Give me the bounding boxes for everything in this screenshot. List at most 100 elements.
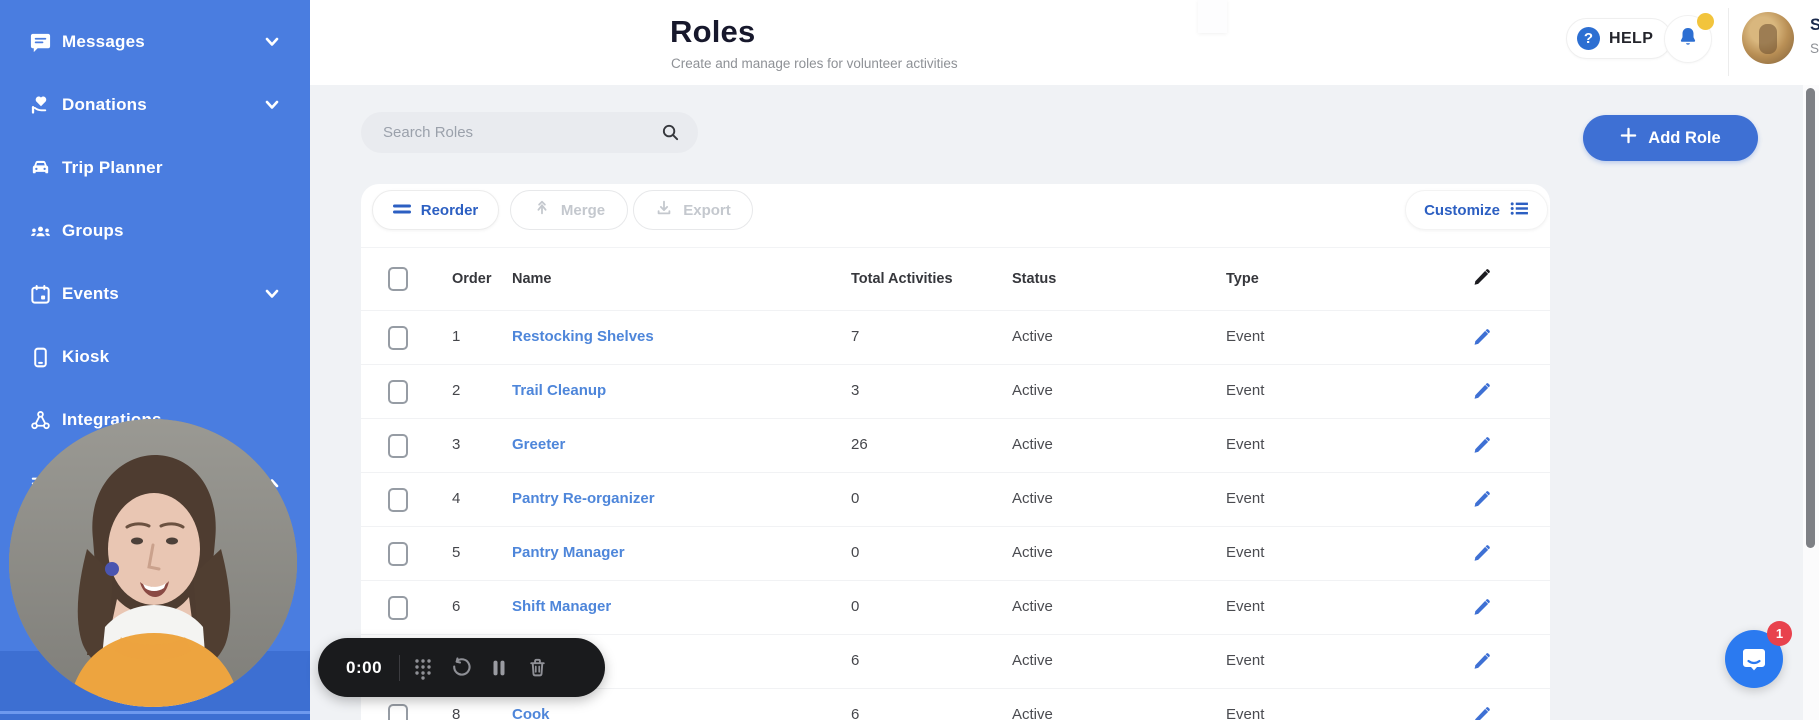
events-icon (29, 283, 52, 306)
chat-bubble-icon (1743, 649, 1765, 671)
role-name-link[interactable]: Greeter (512, 436, 566, 453)
table-header-row: Order Name Total Activities Status Type (361, 248, 1550, 310)
merge-icon (533, 199, 551, 221)
plus-icon (1620, 127, 1637, 149)
edit-row-icon[interactable] (1471, 651, 1493, 673)
sidebar-item-label: Trip Planner (62, 158, 163, 177)
sidebar-footer-divider (0, 711, 310, 714)
cell-total: 0 (851, 598, 860, 615)
cell-total: 0 (851, 490, 860, 507)
trash-icon (529, 658, 545, 677)
question-icon: ? (1577, 27, 1600, 50)
notification-dot (1697, 13, 1714, 30)
edit-row-icon[interactable] (1471, 327, 1493, 349)
row-checkbox[interactable] (388, 434, 408, 458)
cell-status: Active (1012, 706, 1053, 720)
table-row: 3 Greeter 26 Active Event (361, 418, 1550, 472)
reorder-button[interactable]: Reorder (372, 190, 499, 230)
webcam-preview[interactable] (9, 419, 297, 707)
table-row: 6 Shift Manager 0 Active Event (361, 580, 1550, 634)
row-checkbox[interactable] (388, 542, 408, 566)
pause-recording-button[interactable] (480, 648, 518, 688)
edit-row-icon[interactable] (1471, 381, 1493, 403)
effects-grid-button[interactable] (404, 648, 442, 688)
cell-type: Event (1226, 382, 1265, 399)
cell-type: Event (1226, 544, 1265, 561)
table-row: 8 Cook 6 Active Event (361, 688, 1550, 720)
edit-row-icon[interactable] (1471, 543, 1493, 565)
cell-type: Event (1226, 490, 1265, 507)
groups-icon (29, 220, 52, 243)
sidebar-item-label: Groups (62, 221, 124, 240)
role-name-link[interactable]: Pantry Manager (512, 544, 625, 561)
scrollbar-thumb[interactable] (1806, 88, 1815, 548)
merge-button[interactable]: Merge (510, 190, 628, 230)
dots-grid-icon (415, 658, 431, 680)
column-header-type: Type (1226, 271, 1259, 287)
roles-table-card: Reorder Merge Export Customize Order Nam… (361, 184, 1550, 720)
reorder-label: Reorder (420, 201, 479, 219)
cell-total: 0 (851, 544, 860, 561)
bell-icon (1676, 25, 1700, 54)
cell-total: 26 (851, 436, 868, 453)
edit-columns-icon[interactable] (1471, 267, 1493, 289)
role-name-link[interactable]: Cook (512, 706, 550, 720)
help-button-label: HELP (1609, 29, 1654, 47)
delete-recording-button[interactable] (518, 648, 556, 688)
user-menu[interactable]: Sylvia Pantry Super Admin (1742, 0, 1819, 85)
search-icon[interactable] (661, 123, 680, 142)
table-row: 5 Pantry Manager 0 Active Event (361, 526, 1550, 580)
row-checkbox[interactable] (388, 488, 408, 512)
add-role-label: Add Role (1648, 128, 1721, 147)
edit-row-icon[interactable] (1471, 489, 1493, 511)
cell-type: Event (1226, 706, 1265, 720)
cell-status: Active (1012, 544, 1053, 561)
select-all-checkbox[interactable] (388, 267, 408, 291)
cell-status: Active (1012, 598, 1053, 615)
table-row: 1 Restocking Shelves 7 Active Event (361, 310, 1550, 364)
sidebar-item-events[interactable]: Events (0, 273, 310, 315)
sidebar-item-donations[interactable]: Donations (0, 84, 310, 126)
edit-row-icon[interactable] (1471, 597, 1493, 619)
chevron-down-icon (262, 95, 282, 115)
row-checkbox[interactable] (388, 380, 408, 404)
cell-status: Active (1012, 382, 1053, 399)
restart-recording-button[interactable] (442, 648, 480, 688)
donations-icon (29, 94, 52, 117)
chat-unread-badge: 1 (1767, 621, 1792, 646)
cell-order: 8 (452, 706, 461, 720)
role-name-link[interactable]: Trail Cleanup (512, 382, 607, 399)
cell-order: 5 (452, 544, 461, 561)
sidebar-item-messages[interactable]: Messages (0, 21, 310, 63)
cell-order: 4 (452, 490, 461, 507)
column-header-order: Order (452, 271, 492, 287)
sidebar-item-label: Kiosk (62, 347, 110, 366)
cell-total: 6 (851, 652, 860, 669)
help-button[interactable]: ? HELP (1566, 18, 1673, 59)
row-checkbox[interactable] (388, 326, 408, 350)
search-input[interactable] (383, 112, 633, 153)
column-header-name: Name (512, 271, 552, 287)
role-name-link[interactable]: Pantry Re-organizer (512, 490, 655, 507)
sidebar-item-groups[interactable]: Groups (0, 210, 310, 252)
cell-type: Event (1226, 436, 1265, 453)
cell-type: Event (1226, 598, 1265, 615)
edit-row-icon[interactable] (1471, 705, 1493, 720)
customize-button[interactable]: Customize (1405, 190, 1548, 230)
cell-status: Active (1012, 328, 1053, 345)
cell-order: 6 (452, 598, 461, 615)
row-checkbox[interactable] (388, 704, 408, 720)
table-row: 4 Pantry Re-organizer 0 Active Event (361, 472, 1550, 526)
edit-row-icon[interactable] (1471, 435, 1493, 457)
add-role-button[interactable]: Add Role (1583, 115, 1758, 161)
role-name-link[interactable]: Restocking Shelves (512, 328, 654, 345)
top-bar: Roles Create and manage roles for volunt… (310, 0, 1819, 85)
customize-label: Customize (1424, 201, 1500, 219)
export-button[interactable]: Export (633, 190, 753, 230)
column-list-icon (1510, 201, 1529, 220)
row-checkbox[interactable] (388, 596, 408, 620)
sidebar-item-trip-planner[interactable]: Trip Planner (0, 147, 310, 189)
role-name-link[interactable]: Shift Manager (512, 598, 612, 615)
recorder-control-bar: 0:00 (318, 638, 605, 697)
sidebar-item-kiosk[interactable]: Kiosk (0, 336, 310, 378)
